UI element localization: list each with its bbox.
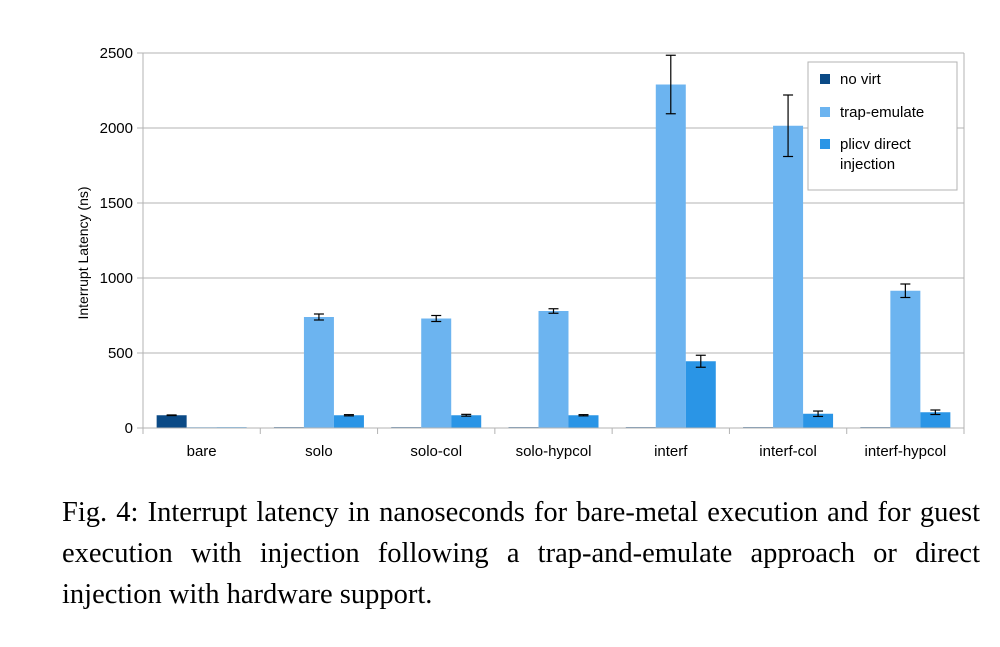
figure-caption: Fig. 4: Interrupt latency in nanoseconds… (62, 497, 980, 610)
bar-solo-trap-emulate (303, 317, 334, 428)
bar-interf-plicv-direct (685, 361, 716, 428)
bar-bare-no-virt (156, 415, 187, 428)
y-tick-label: 1500 (100, 195, 133, 212)
legend-swatch (820, 74, 830, 84)
legend-swatch (820, 107, 830, 117)
y-tick-label: 0 (125, 420, 133, 437)
error-bar (900, 283, 911, 299)
bar-interf-hypcol-plicv-direct (920, 412, 951, 428)
x-tick-label: interf-col (759, 443, 817, 460)
error-bar (813, 410, 824, 418)
bars (156, 84, 951, 428)
x-tick-label: interf-hypcol (865, 443, 947, 460)
legend-label: trap-emulate (840, 104, 924, 121)
x-axis-labels: bare solo solo-col solo-hypcol interf interf-… (187, 443, 947, 460)
error-bar (665, 54, 676, 115)
error-bar (313, 313, 324, 321)
error-bar (461, 413, 472, 417)
error-bar (578, 414, 589, 417)
bar-solo-hypcol-trap-emulate (538, 311, 569, 428)
error-bar (166, 414, 177, 417)
x-tick-label: bare (187, 443, 217, 460)
bar-solo-plicv-direct (333, 415, 364, 428)
error-bar (930, 409, 941, 416)
y-tick-label: 2000 (100, 120, 133, 137)
y-tick-label: 1000 (100, 270, 133, 287)
bar-interf-col-trap-emulate (773, 125, 804, 428)
error-bars (166, 54, 941, 418)
x-tick-label: solo (305, 443, 333, 460)
axes (142, 53, 965, 434)
legend-swatch (820, 139, 830, 149)
bar-solo-col-plicv-direct (451, 415, 482, 428)
error-bar (343, 414, 354, 417)
bar-solo-col-trap-emulate (421, 318, 452, 428)
legend-label: no virt (840, 71, 882, 88)
bar-interf-hypcol-trap-emulate (890, 290, 921, 428)
error-bar (695, 354, 706, 368)
x-tick-label: solo-col (410, 443, 462, 460)
legend-box (807, 61, 958, 191)
y-tick-label: 2500 (100, 45, 133, 62)
error-bar (548, 308, 559, 314)
y-axis-ticks: 0 500 1000 1500 2000 2500 (100, 45, 143, 437)
bar-interf-col-plicv-direct (803, 413, 834, 428)
error-bar (431, 314, 442, 323)
legend: no virt trap-emulate plicv direct injection (807, 61, 958, 191)
error-bar (783, 94, 794, 158)
y-axis-title: Interrupt Latency (ns) (75, 186, 91, 319)
y-tick-label: 500 (108, 345, 133, 362)
bar-solo-hypcol-plicv-direct (568, 415, 599, 428)
x-tick-label: solo-hypcol (516, 443, 592, 460)
bar-chart: 0 500 1000 1500 2000 2500 bare solo solo-col sol… (75, 45, 965, 460)
bar-interf-trap-emulate (655, 84, 686, 428)
x-tick-label: interf (654, 443, 688, 460)
legend-label: plicv direct injection (840, 136, 912, 173)
